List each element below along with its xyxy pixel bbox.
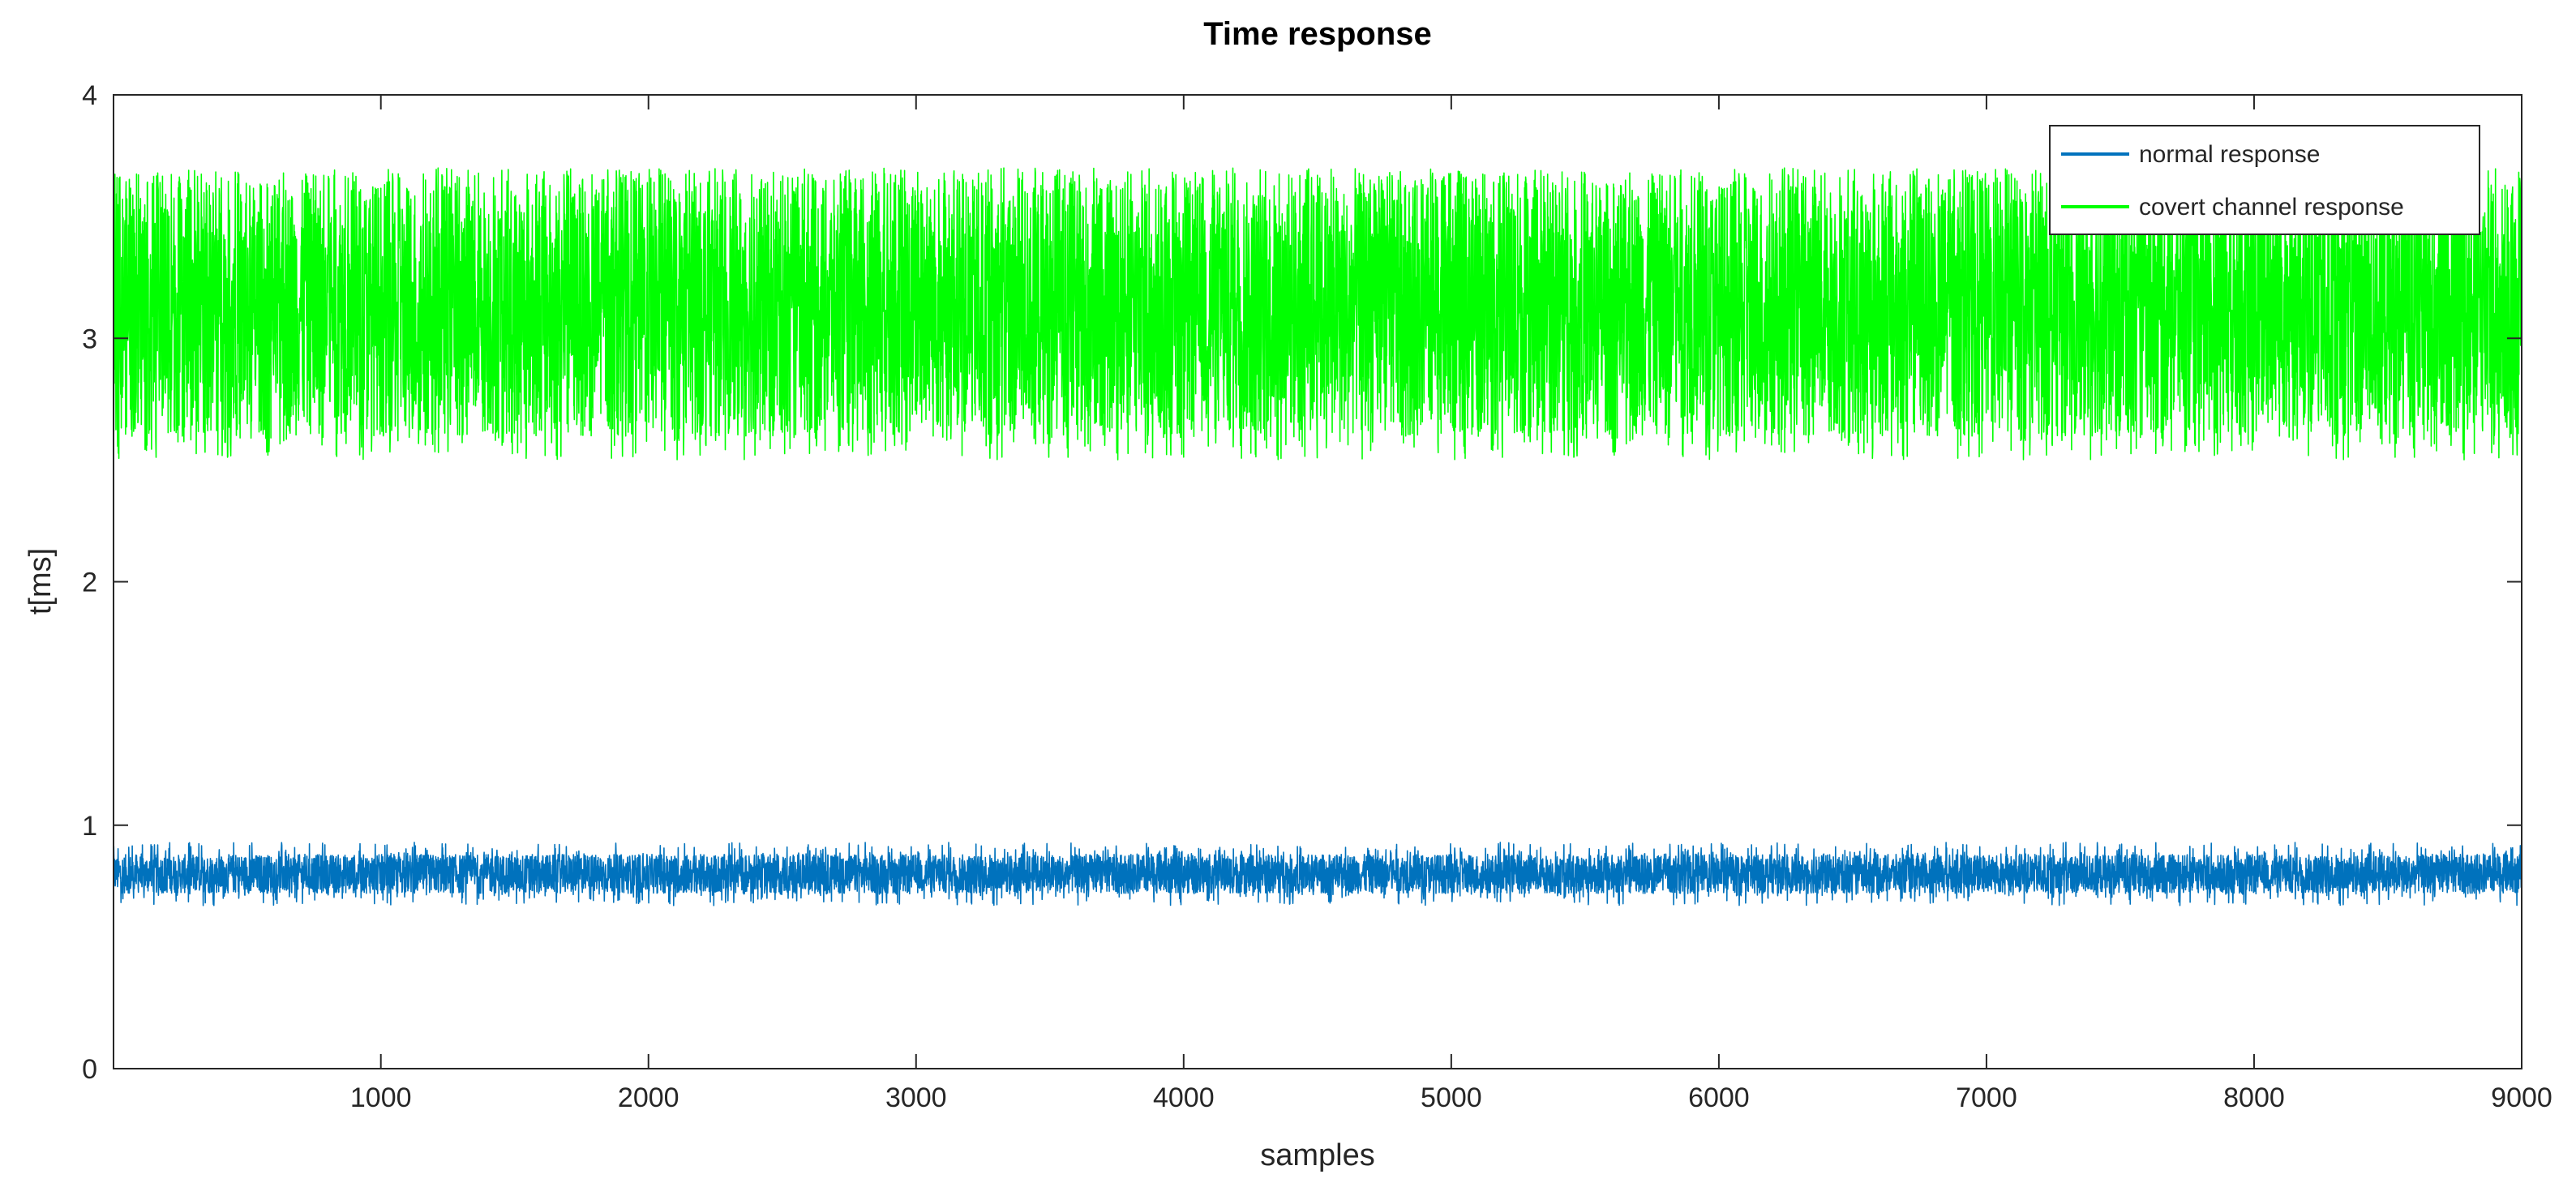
y-tick-label: 4 xyxy=(82,80,97,111)
series-layer xyxy=(113,167,2522,906)
x-tick-label: 8000 xyxy=(2223,1082,2285,1113)
y-tick-label: 0 xyxy=(82,1054,97,1085)
legend-label-normal-response: normal response xyxy=(2139,141,2320,168)
series-line-covert-channel-response xyxy=(113,167,2522,461)
x-tick-label: 1000 xyxy=(350,1082,412,1113)
series-line-normal-response xyxy=(113,842,2522,906)
x-tick-label: 2000 xyxy=(618,1082,679,1113)
legend-label-covert-channel-response: covert channel response xyxy=(2139,194,2404,221)
y-tick-label: 1 xyxy=(82,811,97,842)
tick-layer: 1000 2000 3000 4000 5000 6000 7000 8000 9000 0 1 2 3… xyxy=(82,80,2552,1113)
legend: normal response covert channel response xyxy=(2049,125,2480,235)
chart-title: Time response xyxy=(1203,16,1432,52)
x-axis-label: samples xyxy=(1260,1138,1375,1172)
legend-box xyxy=(2049,125,2480,235)
y-tick-label: 2 xyxy=(82,568,97,598)
x-tick-label: 7000 xyxy=(1956,1082,2017,1113)
y-axis-label: t[ms] xyxy=(24,548,58,615)
y-tick-label: 3 xyxy=(82,324,97,354)
x-tick-label: 5000 xyxy=(1421,1082,1482,1113)
x-tick-label: 3000 xyxy=(885,1082,947,1113)
x-tick-label: 9000 xyxy=(2491,1082,2552,1113)
x-tick-label: 4000 xyxy=(1153,1082,1215,1113)
x-tick-label: 6000 xyxy=(1688,1082,1750,1113)
